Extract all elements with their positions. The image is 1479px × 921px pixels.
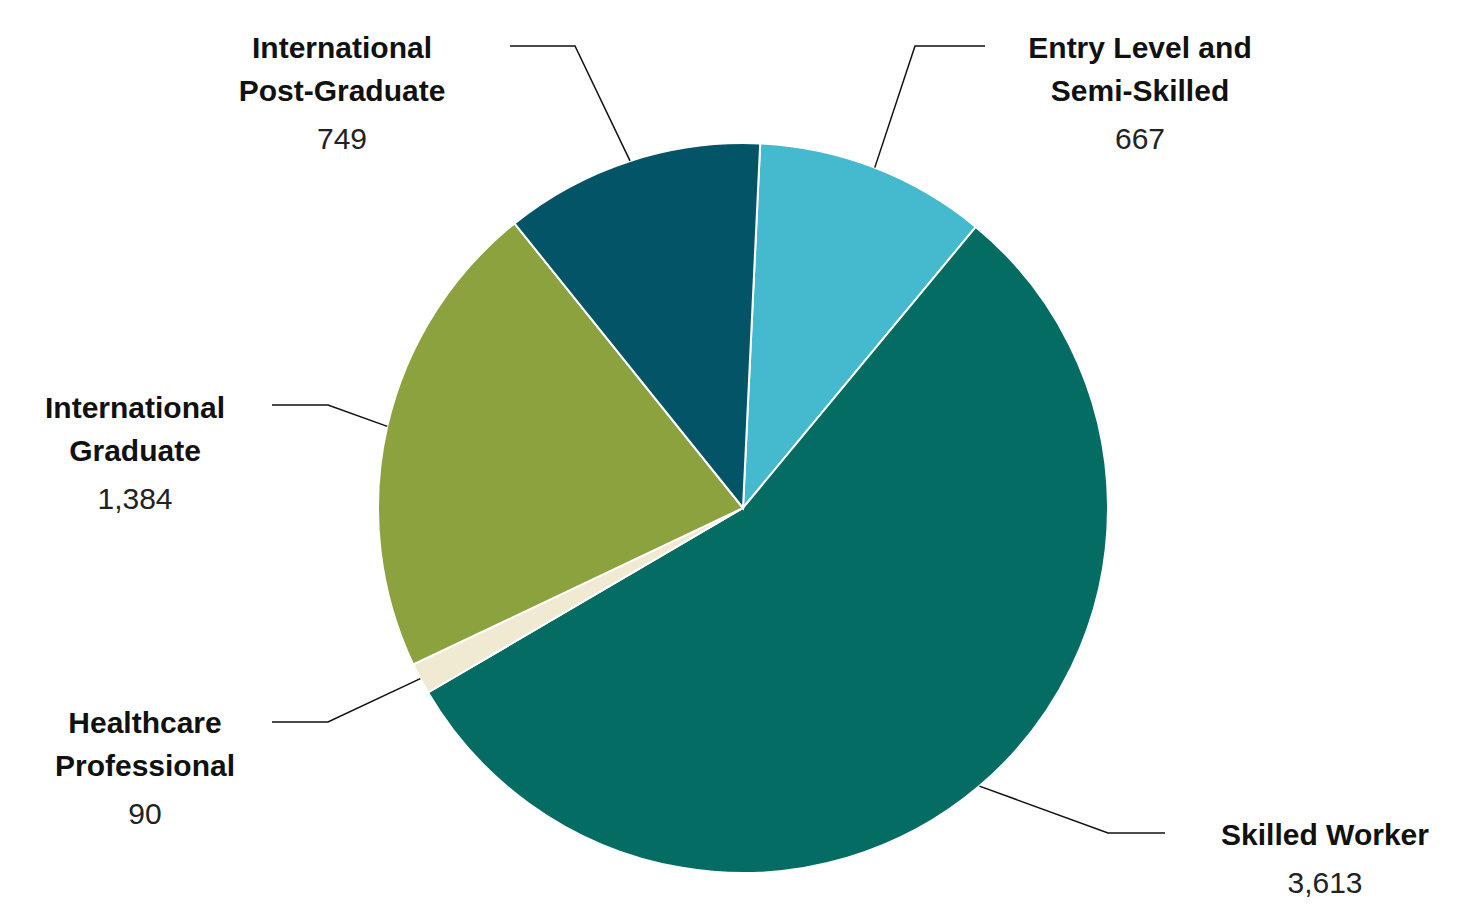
- svg-text:International: International: [252, 31, 432, 64]
- svg-text:90: 90: [128, 797, 161, 830]
- svg-text:667: 667: [1115, 122, 1165, 155]
- svg-text:Graduate: Graduate: [69, 434, 201, 467]
- svg-text:Professional: Professional: [55, 749, 235, 782]
- svg-text:Skilled Worker: Skilled Worker: [1221, 818, 1429, 851]
- svg-text:Post-Graduate: Post-Graduate: [239, 74, 446, 107]
- svg-text:Healthcare: Healthcare: [68, 706, 221, 739]
- svg-text:Entry Level and: Entry Level and: [1028, 31, 1251, 64]
- svg-text:1,384: 1,384: [97, 482, 172, 515]
- svg-text:3,613: 3,613: [1287, 866, 1362, 899]
- svg-text:Semi-Skilled: Semi-Skilled: [1051, 74, 1229, 107]
- svg-text:International: International: [45, 391, 225, 424]
- svg-text:749: 749: [317, 122, 367, 155]
